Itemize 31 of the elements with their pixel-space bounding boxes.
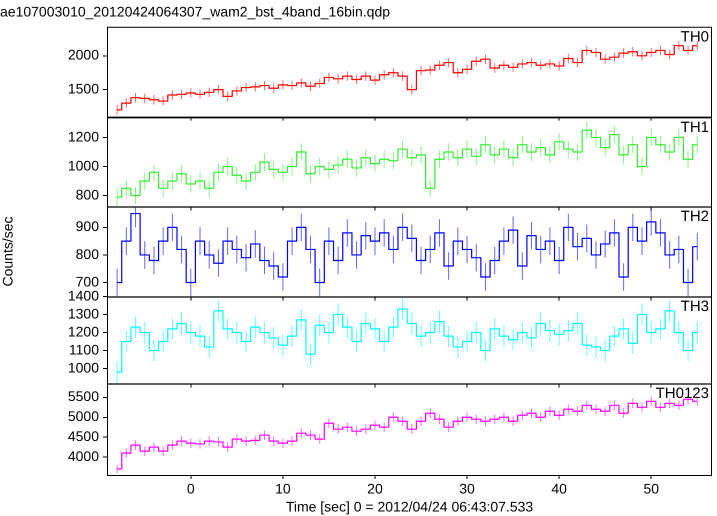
series-label: TH2 (680, 208, 709, 226)
y-tick-label: 5000 (68, 408, 100, 424)
y-tick-label: 800 (76, 246, 100, 262)
x-tick-label: 50 (643, 480, 660, 496)
y-tick-label: 1100 (68, 341, 100, 358)
y-tick-label: 1200 (68, 128, 100, 144)
y-tick-label: 1000 (68, 359, 100, 376)
y-tick-label: 4500 (68, 428, 100, 444)
y-tick-label: 2000 (68, 46, 100, 63)
x-tick-label: 20 (367, 480, 383, 496)
y-tick-label: 700 (76, 273, 100, 290)
x-axis-title: Time [sec] 0 = 2012/04/24 06:43:07.533 (286, 498, 534, 514)
y-tick-label: 1500 (68, 80, 100, 96)
y-tick-label: 4000 (68, 448, 100, 464)
series-label: TH0 (680, 28, 709, 46)
x-tick-label: 30 (459, 480, 476, 496)
chart-title: ae107003010_20120424064307_wam2_bst_4band_16bin.qdp (0, 3, 390, 20)
series-label: TH3 (680, 298, 709, 316)
y-tick-label: 1400 (68, 287, 100, 304)
y-tick-label: 5500 (68, 388, 100, 404)
y-tick-label: 1200 (68, 323, 100, 340)
x-tick-label: 0 (186, 480, 195, 496)
y-axis-title: Counts/sec (0, 216, 16, 287)
y-tick-label: 800 (76, 186, 100, 202)
y-tick-label: 1000 (68, 157, 100, 174)
x-tick-label: 10 (275, 480, 291, 496)
series-label: TH0123 (656, 385, 709, 402)
x-tick-label: 40 (551, 480, 568, 496)
y-tick-label: 1300 (68, 305, 100, 322)
y-tick-label: 900 (76, 218, 100, 234)
series-label: TH1 (680, 119, 709, 136)
